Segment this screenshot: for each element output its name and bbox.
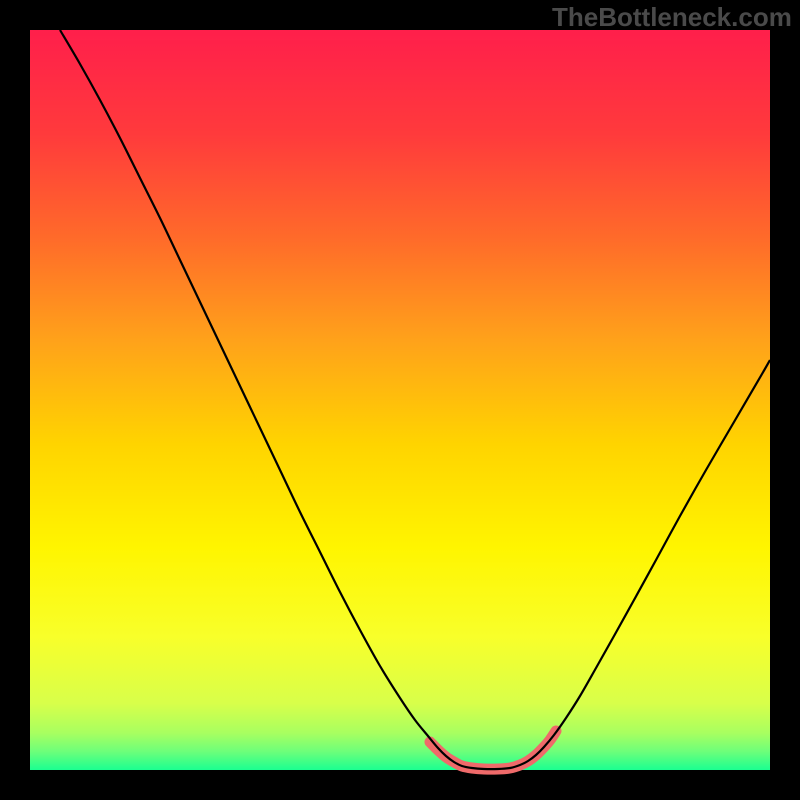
border-right — [770, 0, 800, 800]
watermark-text: TheBottleneck.com — [552, 2, 792, 33]
border-bottom — [0, 770, 800, 800]
chart-container: TheBottleneck.com — [0, 0, 800, 800]
border-left — [0, 0, 30, 800]
plot-gradient-area — [30, 30, 770, 770]
